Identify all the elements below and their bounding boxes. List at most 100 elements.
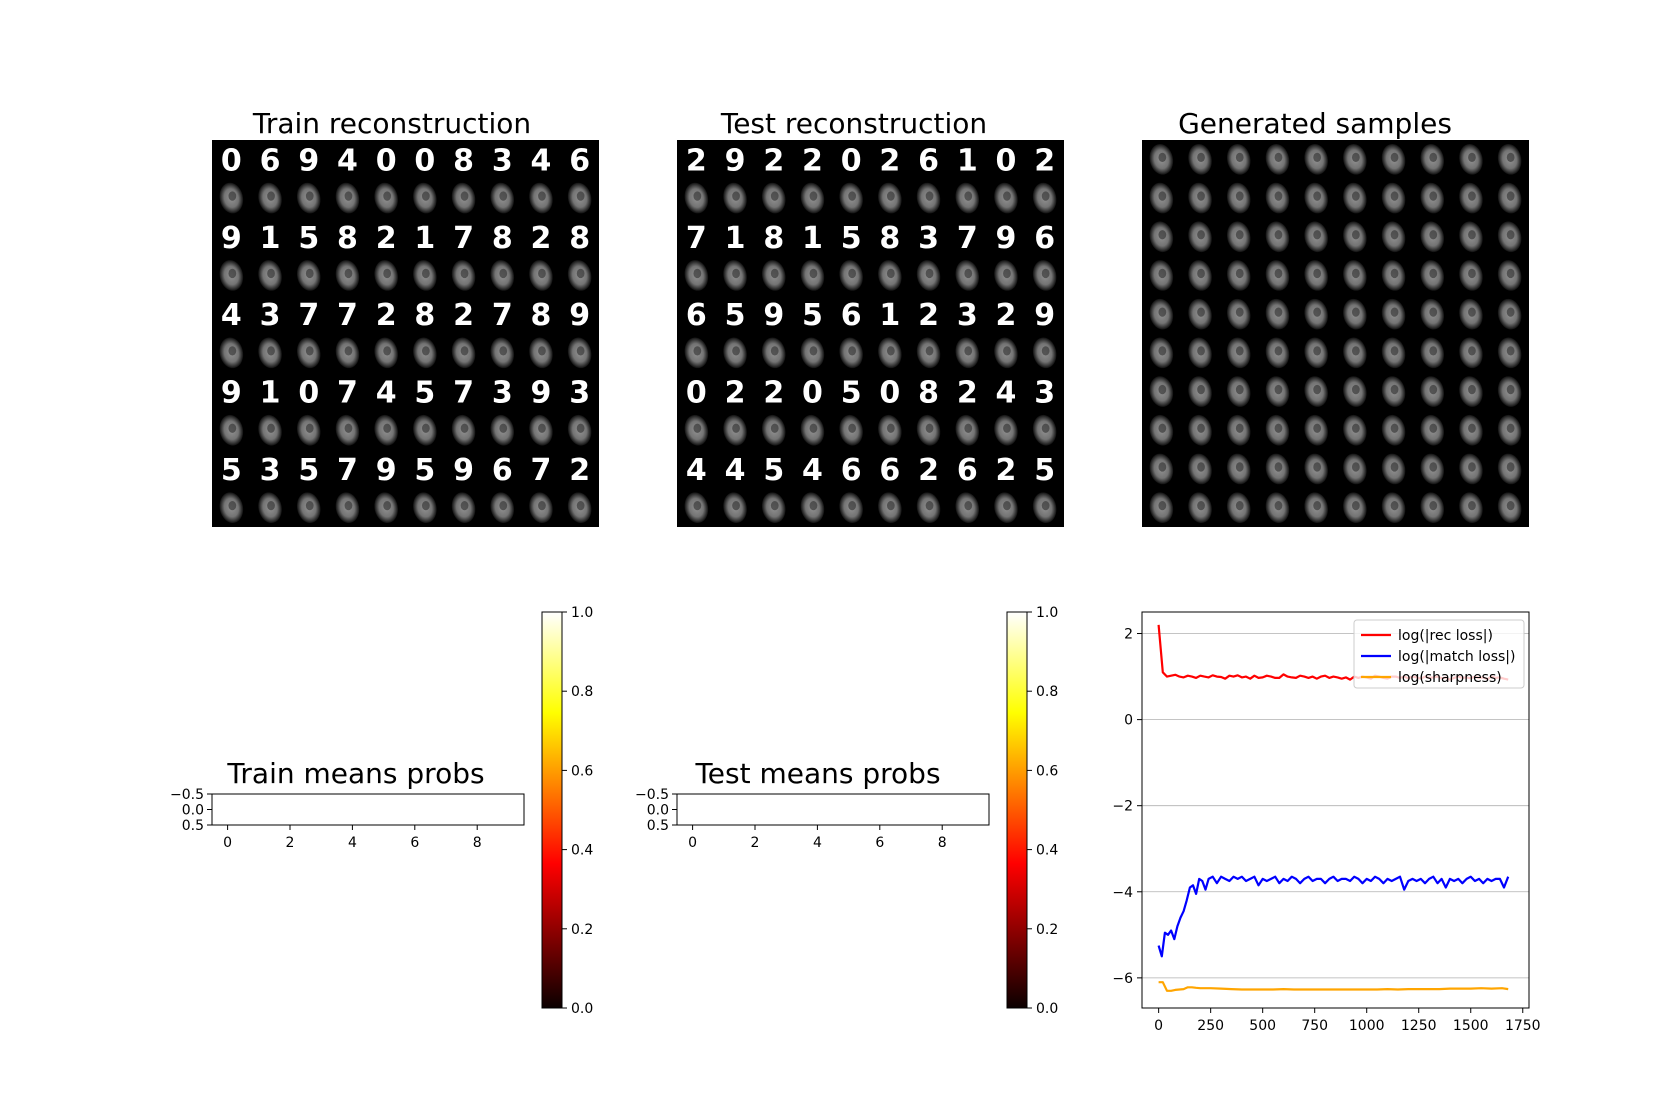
test_reconstruction-digit: 8 [763, 221, 784, 256]
train_reconstruction-digit: 7 [298, 298, 319, 333]
x-tick-label: 500 [1249, 1018, 1276, 1034]
train_reconstruction-digit: 2 [376, 298, 397, 333]
test_reconstruction-blur-sample-hole [886, 268, 895, 279]
generated_samples-blur-sample-hole [1235, 423, 1244, 433]
generated_samples-blur-sample-hole [1274, 384, 1283, 395]
generated_samples-blur-sample-hole [1235, 384, 1244, 395]
generated_samples-blur-sample-hole [1274, 501, 1283, 511]
train_reconstruction-blur-sample-hole [267, 268, 275, 279]
y-tick-label: 0 [1124, 713, 1133, 729]
y-tick-label: 2 [1124, 627, 1133, 643]
test_reconstruction-blur-sample-hole [732, 191, 740, 201]
train_reconstruction-blur-sample-hole [576, 191, 585, 201]
x-tick-label: 0 [688, 835, 697, 851]
generated_samples-blur-sample-hole [1274, 191, 1283, 201]
test_reconstruction-blur-sample-hole [1041, 346, 1050, 356]
generated_samples-blur-sample-hole [1506, 268, 1515, 279]
test_reconstruction-blur-sample-hole [925, 423, 934, 433]
train_reconstruction-digit: 8 [453, 143, 474, 178]
generated_samples-blur-sample-hole [1158, 230, 1167, 240]
train_reconstruction-digit: 5 [414, 376, 435, 411]
y-tick-label: 0.5 [647, 818, 669, 834]
colorbar-gradient [1006, 611, 1028, 1009]
test_reconstruction-digit: 7 [957, 221, 978, 256]
test_reconstruction-digit: 5 [725, 298, 746, 333]
test_reconstruction-digit: 0 [996, 143, 1017, 178]
train_reconstruction-digit: 9 [569, 298, 590, 333]
test_reconstruction-digit: 4 [802, 453, 823, 488]
train_reconstruction-digit: 1 [414, 221, 435, 256]
train_reconstruction-blur-sample-hole [383, 423, 392, 433]
test_reconstruction-digit: 2 [996, 298, 1017, 333]
train_reconstruction-digit: 4 [531, 143, 552, 178]
train_reconstruction-digit: 0 [298, 376, 319, 411]
generated_samples-blur-sample-hole [1390, 346, 1399, 356]
train_reconstruction-blur-sample-hole [576, 346, 585, 356]
train_reconstruction-blur-sample-hole [499, 268, 508, 279]
test_reconstruction-digit: 2 [996, 453, 1017, 488]
train_reconstruction-blur-sample-hole [538, 268, 546, 279]
generated_samples-blur-sample-hole [1506, 384, 1515, 395]
test_reconstruction-digit: 0 [686, 376, 707, 411]
generated_samples-blur-sample-hole [1235, 462, 1244, 472]
train_reconstruction-blur-sample-hole [460, 191, 469, 201]
train_reconstruction-blur-sample-hole [267, 191, 275, 201]
generated_samples-blur-sample-hole [1351, 152, 1360, 162]
test_reconstruction-digit: 0 [841, 143, 862, 178]
train_reconstruction-digit: 0 [414, 143, 435, 178]
train_reconstruction-blur-sample-hole [499, 501, 508, 511]
generated-samples-title: Generated samples [1178, 107, 1452, 140]
train_reconstruction-blur-sample-hole [228, 501, 237, 511]
colorbar-tick-label: 1.0 [571, 605, 593, 621]
test_reconstruction-digit: 2 [1034, 143, 1055, 178]
test_reconstruction-digit: 6 [957, 453, 978, 488]
generated_samples-blur-sample-hole [1158, 307, 1167, 317]
generated_samples-blur-sample-hole [1274, 423, 1283, 433]
test_reconstruction-digit: 0 [879, 376, 900, 411]
train_reconstruction-blur-sample-hole [305, 268, 314, 279]
train_reconstruction-blur-sample-hole [499, 346, 508, 356]
test_reconstruction-digit: 9 [763, 298, 784, 333]
y-tick-label: 0.5 [182, 818, 204, 834]
train_reconstruction-blur-sample-hole [460, 346, 469, 356]
train-reconstruction-title: Train reconstruction [252, 107, 531, 140]
generated_samples-blur-sample-hole [1158, 384, 1167, 395]
generated_samples-blur-sample-hole [1274, 152, 1283, 162]
x-tick-label: 4 [348, 835, 357, 851]
generated_samples-blur-sample-hole [1468, 384, 1476, 395]
generated_samples-blur-sample-hole [1351, 230, 1360, 240]
generated_samples-blur-sample-hole [1351, 268, 1360, 279]
test_reconstruction-blur-sample-hole [848, 191, 857, 201]
generated_samples-blur-sample-hole [1351, 191, 1360, 201]
colorbar-tick-label: 0.0 [571, 1001, 593, 1017]
generated_samples-blur-sample-hole [1351, 384, 1360, 395]
test_reconstruction-digit: 2 [686, 143, 707, 178]
train-reconstruction-panel: Train reconstruction 0 6 9 4 0 0 8 3 4 69 1 5 8 2 1 7 8 2… [212, 107, 599, 527]
test_reconstruction-digit: 1 [725, 221, 746, 256]
generated_samples-blur-sample-hole [1158, 501, 1167, 511]
colorbar-tick-label: 0.8 [1036, 684, 1058, 700]
train_reconstruction-digit: 2 [376, 221, 397, 256]
test_reconstruction-blur-sample-hole [886, 423, 895, 433]
generated_samples-blur-sample-hole [1429, 384, 1438, 395]
test_reconstruction-digit: 2 [918, 298, 939, 333]
x-tick-label: 0 [223, 835, 232, 851]
generated_samples-blur-sample-hole [1274, 268, 1283, 279]
test_reconstruction-digit: 2 [763, 376, 784, 411]
train_reconstruction-digit: 5 [414, 453, 435, 488]
train-colorbar: 0.0 0.2 0.4 0.6 0.8 1.0 [541, 605, 593, 1017]
train_reconstruction-blur-sample-hole [576, 501, 585, 511]
x-tick-label: 6 [410, 835, 419, 851]
colorbar-tick-label: 0.6 [571, 763, 593, 779]
test_reconstruction-digit: 1 [879, 298, 900, 333]
y-tick-label: −0.5 [170, 787, 204, 803]
train_reconstruction-digit: 5 [298, 453, 319, 488]
generated_samples-blur-sample-hole [1429, 423, 1438, 433]
test_reconstruction-blur-sample-hole [693, 423, 702, 433]
test_reconstruction-blur-sample-hole [770, 191, 779, 201]
test_reconstruction-blur-sample-hole [809, 423, 818, 433]
test_reconstruction-blur-sample-hole [1041, 191, 1050, 201]
generated_samples-blur-sample-hole [1158, 152, 1167, 162]
train_reconstruction-blur-sample-hole [228, 346, 237, 356]
generated_samples-blur-sample-hole [1468, 462, 1476, 472]
